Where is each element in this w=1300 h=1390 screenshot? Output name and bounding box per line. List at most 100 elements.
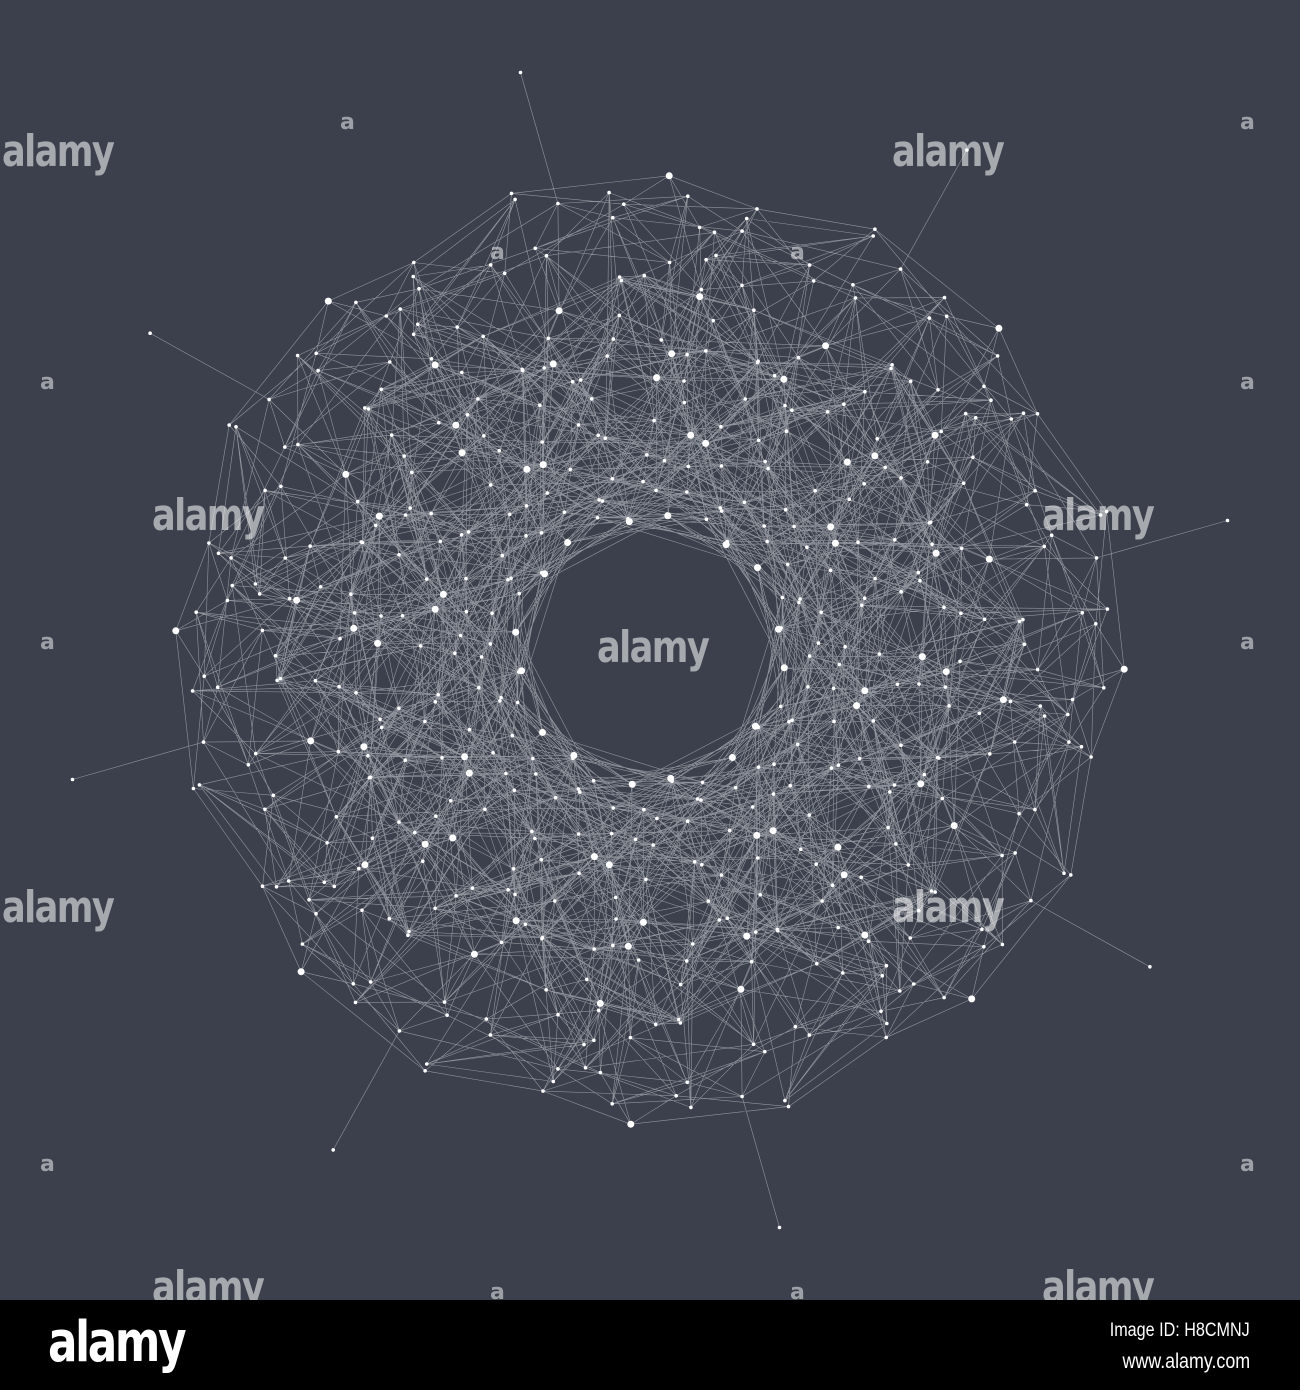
network-node bbox=[338, 636, 342, 641]
network-node bbox=[717, 918, 722, 922]
network-node bbox=[832, 719, 836, 724]
network-node bbox=[1069, 873, 1073, 877]
network-node bbox=[353, 1000, 358, 1005]
network-node bbox=[989, 398, 993, 403]
network-node bbox=[582, 1042, 586, 1047]
network-node bbox=[696, 293, 704, 301]
network-node bbox=[652, 418, 656, 423]
network-node bbox=[751, 1042, 756, 1047]
network-node bbox=[617, 313, 622, 318]
network-node bbox=[449, 834, 457, 842]
network-node bbox=[613, 895, 618, 900]
network-node bbox=[576, 423, 581, 427]
network-node bbox=[695, 797, 700, 801]
network-node bbox=[982, 944, 986, 949]
network-node bbox=[892, 783, 897, 787]
watermark: alamy bbox=[597, 622, 710, 673]
network-node bbox=[1022, 642, 1027, 647]
network-node bbox=[877, 652, 882, 656]
network-node bbox=[460, 370, 464, 375]
network-node bbox=[539, 857, 544, 862]
watermark-mark: a bbox=[340, 110, 355, 135]
network-node bbox=[822, 342, 830, 350]
network-node bbox=[314, 911, 318, 916]
network-node bbox=[366, 407, 371, 411]
website-link[interactable]: www.alamy.com bbox=[1122, 1350, 1250, 1373]
network-node bbox=[445, 1013, 449, 1017]
network-node bbox=[814, 862, 818, 866]
network-node bbox=[568, 467, 573, 472]
network-node bbox=[1049, 533, 1054, 537]
network-node bbox=[664, 512, 672, 520]
network-node bbox=[645, 453, 649, 457]
network-node bbox=[899, 589, 903, 594]
network-node bbox=[756, 438, 761, 443]
network-node bbox=[711, 318, 715, 323]
network-node bbox=[1008, 699, 1013, 704]
network-node bbox=[605, 861, 613, 869]
network-node bbox=[718, 506, 722, 510]
network-node bbox=[438, 539, 443, 544]
network-node bbox=[500, 553, 505, 558]
network-node bbox=[714, 253, 718, 258]
watermark-mark: a bbox=[40, 630, 55, 655]
network-node bbox=[402, 454, 407, 458]
network-node bbox=[502, 271, 507, 276]
watermark-mark: a bbox=[40, 1152, 55, 1177]
network-node bbox=[316, 368, 320, 373]
network-node bbox=[510, 733, 515, 738]
network-node bbox=[807, 263, 812, 267]
network-node bbox=[1000, 853, 1004, 858]
network-node bbox=[324, 297, 332, 305]
network-node bbox=[918, 578, 922, 583]
watermark-mark: a bbox=[490, 1280, 505, 1305]
watermark-mark: a bbox=[790, 1280, 805, 1305]
network-node bbox=[429, 511, 434, 516]
network-node bbox=[334, 815, 339, 819]
network-node bbox=[482, 434, 486, 438]
network-node bbox=[653, 1022, 658, 1027]
network-node bbox=[880, 973, 885, 978]
network-node bbox=[263, 807, 267, 812]
network-node bbox=[545, 491, 549, 495]
network-node bbox=[191, 786, 196, 791]
network-node bbox=[467, 727, 472, 732]
network-node bbox=[1035, 412, 1040, 416]
network-node bbox=[944, 314, 949, 319]
network-node bbox=[370, 836, 375, 840]
network-node bbox=[1033, 488, 1037, 493]
network-node bbox=[790, 718, 794, 722]
network-node bbox=[332, 884, 337, 889]
network-node bbox=[595, 515, 600, 520]
network-node bbox=[755, 207, 759, 211]
network-node bbox=[491, 751, 495, 755]
network-node bbox=[436, 692, 441, 697]
network-node bbox=[540, 937, 544, 941]
network-node bbox=[564, 539, 572, 546]
network-node bbox=[352, 611, 357, 615]
network-node bbox=[883, 465, 887, 470]
network-node bbox=[619, 278, 624, 283]
network-node bbox=[497, 448, 502, 453]
network-node bbox=[488, 483, 493, 487]
network-node bbox=[512, 628, 520, 636]
network-node bbox=[796, 355, 801, 360]
network-node bbox=[295, 353, 300, 358]
network-node bbox=[831, 539, 839, 547]
network-node bbox=[534, 772, 538, 776]
network-node bbox=[754, 564, 761, 572]
network-node bbox=[499, 940, 504, 945]
network-node bbox=[712, 230, 717, 234]
network-node bbox=[965, 148, 969, 152]
network-node bbox=[470, 886, 475, 890]
network-node bbox=[363, 406, 367, 410]
network-node bbox=[517, 591, 522, 596]
network-node bbox=[597, 498, 601, 502]
network-node bbox=[788, 783, 793, 788]
network-node bbox=[260, 884, 265, 888]
network-node bbox=[751, 722, 759, 730]
watermark-mark: a bbox=[790, 240, 805, 265]
network-node bbox=[400, 613, 405, 618]
network-node bbox=[374, 639, 382, 647]
network-node bbox=[506, 888, 510, 892]
